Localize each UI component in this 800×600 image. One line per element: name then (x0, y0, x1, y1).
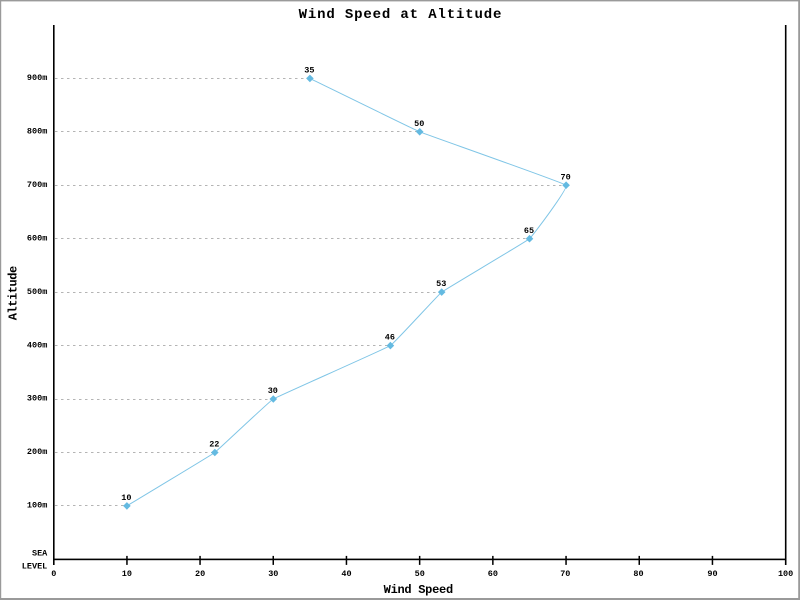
svg-text:60: 60 (488, 569, 498, 579)
svg-text:80: 80 (633, 569, 643, 579)
svg-text:0: 0 (51, 569, 56, 579)
svg-text:65: 65 (524, 226, 534, 236)
svg-text:20: 20 (195, 569, 205, 579)
svg-text:35: 35 (304, 66, 314, 76)
svg-text:500m: 500m (27, 287, 47, 297)
svg-text:100: 100 (778, 569, 793, 579)
svg-text:40: 40 (341, 569, 351, 579)
svg-text:50: 50 (414, 119, 424, 129)
svg-text:70: 70 (560, 172, 570, 182)
svg-text:400m: 400m (27, 340, 47, 350)
svg-text:LEVEL: LEVEL (22, 562, 48, 572)
svg-text:70: 70 (560, 569, 570, 579)
svg-text:600m: 600m (27, 233, 47, 243)
svg-text:46: 46 (385, 333, 395, 343)
svg-text:300m: 300m (27, 394, 47, 404)
svg-text:Wind Speed at Altitude: Wind Speed at Altitude (299, 7, 502, 23)
svg-text:30: 30 (268, 386, 278, 396)
svg-text:10: 10 (121, 493, 131, 503)
svg-text:50: 50 (415, 569, 425, 579)
svg-text:22: 22 (209, 440, 219, 450)
svg-text:53: 53 (436, 279, 446, 289)
svg-text:30: 30 (268, 569, 278, 579)
svg-text:800m: 800m (27, 127, 47, 137)
svg-text:SEA: SEA (32, 549, 48, 559)
svg-text:200m: 200m (27, 447, 47, 457)
svg-text:700m: 700m (27, 180, 47, 190)
svg-text:900m: 900m (27, 73, 47, 83)
svg-text:Altitude: Altitude (7, 266, 21, 321)
svg-text:100m: 100m (27, 501, 47, 511)
svg-text:90: 90 (707, 569, 717, 579)
svg-text:10: 10 (122, 569, 132, 579)
svg-text:Wind Speed: Wind Speed (384, 583, 454, 597)
